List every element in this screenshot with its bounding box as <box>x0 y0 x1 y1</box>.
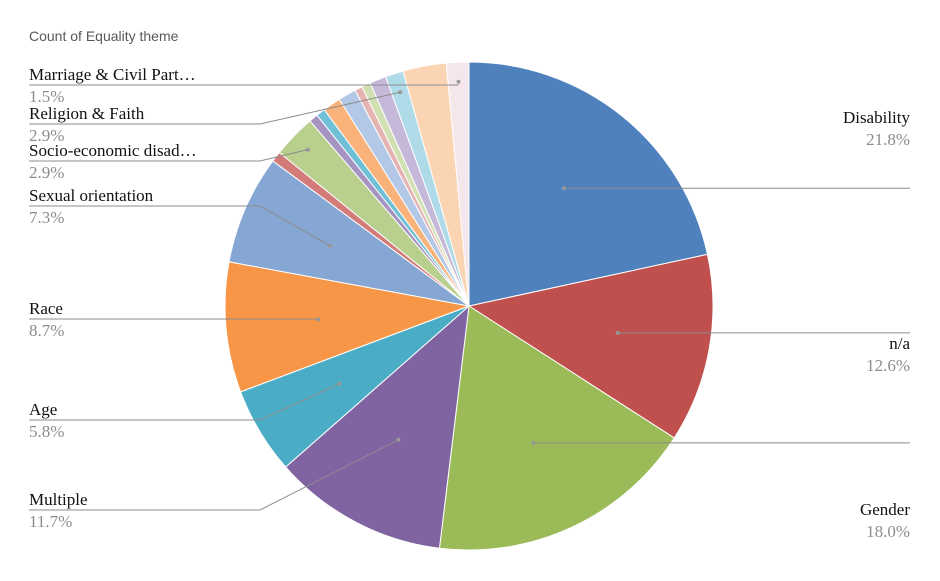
slice-label-n-a: n/a <box>889 334 910 353</box>
slice-label-religion-faith: Religion & Faith <box>29 104 145 123</box>
slice-percent-religion-faith: 2.9% <box>29 126 64 145</box>
slice-percent-multiple: 11.7% <box>29 512 72 531</box>
pie-slice-sexual-orientation <box>228 160 470 307</box>
slice-label-race: Race <box>29 299 63 318</box>
pie-slice-marriage-civil-part <box>445 61 470 307</box>
pie-slice-gender <box>438 305 675 551</box>
pie-labels: Disability 21.8% n/a 12.6% Gender 18.0% Multip… <box>29 65 910 541</box>
pie-slice-multiple <box>284 304 470 549</box>
slice-percent-disability: 21.8% <box>866 130 910 149</box>
slice-percent-age: 5.8% <box>29 422 64 441</box>
label-anchor-dot <box>456 79 461 84</box>
label-leader-line <box>29 205 331 247</box>
slice-label-marriage-civil-part: Marriage & Civil Part… <box>29 65 196 84</box>
label-leader-line <box>29 383 340 421</box>
label-leader-line <box>29 91 401 125</box>
slice-percent-n-a: 12.6% <box>866 356 910 375</box>
label-leader-line <box>29 439 399 511</box>
slice-percent-sexual-orientation: 7.3% <box>29 208 64 227</box>
label-leader-line <box>29 149 309 162</box>
slice-percent-race: 8.7% <box>29 321 64 340</box>
slice-label-gender: Gender <box>860 500 910 519</box>
slice-percent-gender: 18.0% <box>866 522 910 541</box>
slice-label-age: Age <box>29 400 57 419</box>
chart-title: Count of Equality theme <box>29 28 179 44</box>
slice-label-sexual-orientation: Sexual orientation <box>29 186 154 205</box>
pie-slice-disability <box>468 61 709 307</box>
slice-label-multiple: Multiple <box>29 490 88 509</box>
slice-percent-marriage-civil-part: 1.5% <box>29 87 64 106</box>
pie-slices <box>224 61 714 551</box>
pie-slice-n-a <box>467 253 714 439</box>
slice-label-socio-economic-disad: Socio-economic disad… <box>29 141 197 160</box>
pie-slice-race <box>224 261 471 393</box>
slice-percent-socio-economic-disad: 2.9% <box>29 163 64 182</box>
slice-label-disability: Disability <box>843 108 911 127</box>
